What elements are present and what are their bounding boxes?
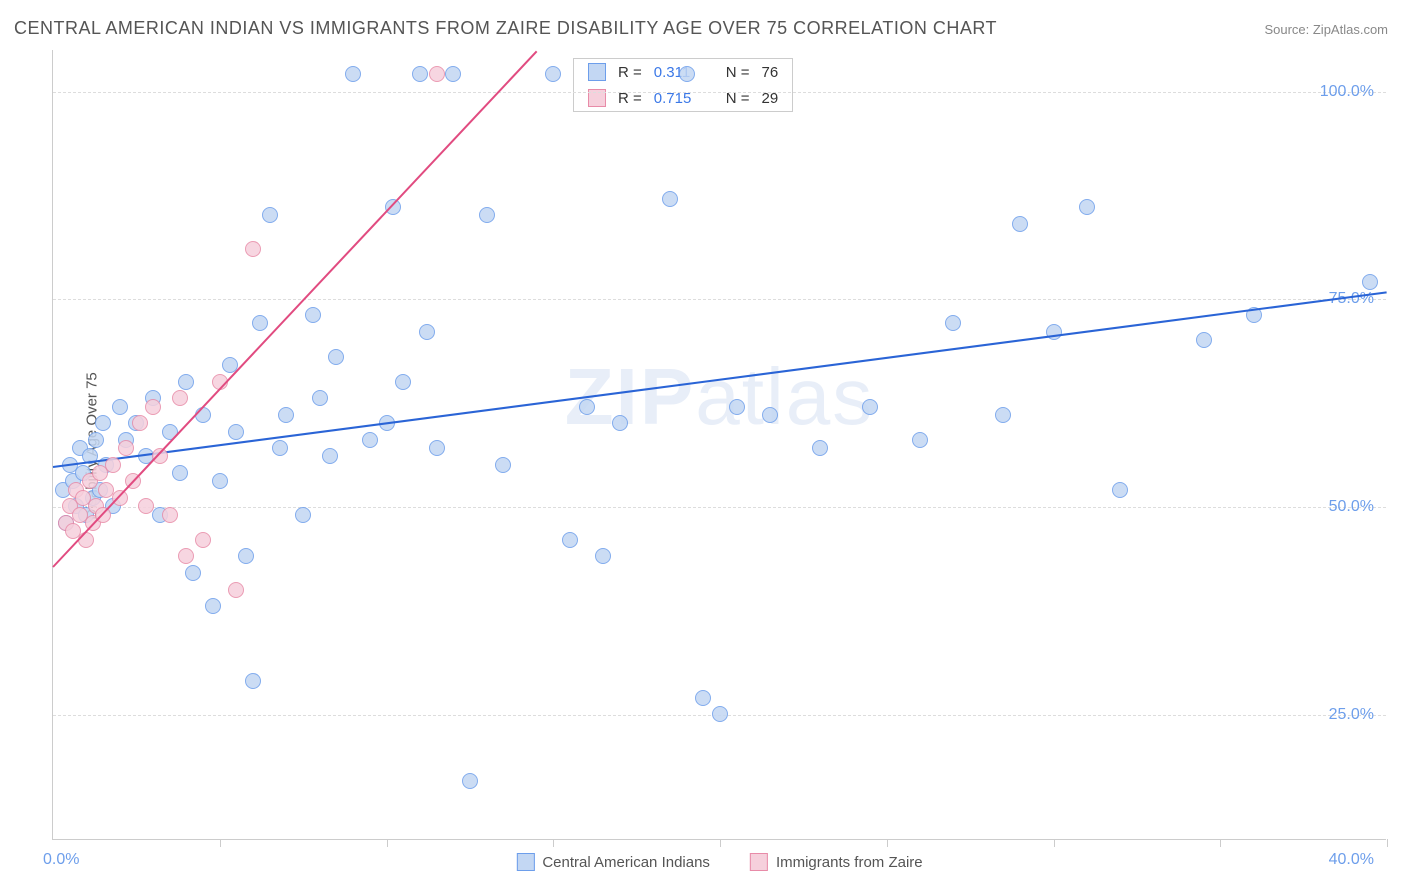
data-point <box>1079 199 1095 215</box>
data-point <box>178 548 194 564</box>
legend-swatch <box>750 853 768 871</box>
data-point <box>262 207 278 223</box>
data-point <box>712 706 728 722</box>
x-tick <box>1220 839 1221 847</box>
data-point <box>305 307 321 323</box>
data-point <box>228 424 244 440</box>
gridline <box>53 92 1386 93</box>
data-point <box>1362 274 1378 290</box>
gridline <box>53 507 1386 508</box>
data-point <box>245 241 261 257</box>
data-point <box>145 399 161 415</box>
legend-swatch <box>516 853 534 871</box>
data-point <box>995 407 1011 423</box>
x-tick <box>220 839 221 847</box>
data-point <box>205 598 221 614</box>
data-point <box>245 673 261 689</box>
x-tick <box>887 839 888 847</box>
data-point <box>185 565 201 581</box>
data-point <box>132 415 148 431</box>
data-point <box>612 415 628 431</box>
data-point <box>695 690 711 706</box>
legend-item: Immigrants from Zaire <box>750 853 923 871</box>
chart-title: CENTRAL AMERICAN INDIAN VS IMMIGRANTS FR… <box>14 18 997 39</box>
series-legend: Central American Indians Immigrants from … <box>516 853 922 871</box>
data-point <box>812 440 828 456</box>
data-point <box>545 66 561 82</box>
legend-label: Central American Indians <box>542 854 710 871</box>
legend-n-value: 76 <box>762 64 779 81</box>
x-tick <box>1387 839 1388 847</box>
data-point <box>362 432 378 448</box>
data-point <box>195 407 211 423</box>
data-point <box>419 324 435 340</box>
data-point <box>945 315 961 331</box>
data-point <box>328 349 344 365</box>
y-tick-label: 25.0% <box>1329 706 1374 724</box>
data-point <box>412 66 428 82</box>
data-point <box>178 374 194 390</box>
legend-item: Central American Indians <box>516 853 710 871</box>
data-point <box>429 440 445 456</box>
y-tick-label: 50.0% <box>1329 498 1374 516</box>
data-point <box>1196 332 1212 348</box>
data-point <box>162 507 178 523</box>
data-point <box>95 415 111 431</box>
data-point <box>322 448 338 464</box>
x-axis-max-label: 40.0% <box>1329 851 1374 869</box>
data-point <box>762 407 778 423</box>
data-point <box>105 457 121 473</box>
data-point <box>595 548 611 564</box>
data-point <box>172 465 188 481</box>
trend-line <box>52 50 537 567</box>
data-point <box>252 315 268 331</box>
data-point <box>862 399 878 415</box>
data-point <box>462 773 478 789</box>
legend-swatch <box>588 63 606 81</box>
x-axis-min-label: 0.0% <box>43 851 79 869</box>
data-point <box>118 440 134 456</box>
legend-label: Immigrants from Zaire <box>776 854 923 871</box>
legend-r-label: R = <box>618 64 642 81</box>
data-point <box>345 66 361 82</box>
x-tick <box>553 839 554 847</box>
data-point <box>445 66 461 82</box>
data-point <box>729 399 745 415</box>
data-point <box>479 207 495 223</box>
data-point <box>662 191 678 207</box>
data-point <box>228 582 244 598</box>
gridline <box>53 299 1386 300</box>
x-tick <box>387 839 388 847</box>
data-point <box>1112 482 1128 498</box>
data-point <box>88 432 104 448</box>
data-point <box>429 66 445 82</box>
data-point <box>579 399 595 415</box>
data-point <box>272 440 288 456</box>
data-point <box>312 390 328 406</box>
data-point <box>1012 216 1028 232</box>
data-point <box>172 390 188 406</box>
x-tick <box>720 839 721 847</box>
legend-row: R =0.715N =29 <box>574 85 792 111</box>
data-point <box>679 66 695 82</box>
data-point <box>195 532 211 548</box>
data-point <box>562 532 578 548</box>
scatter-plot-area: ZIPatlas R =0.311N =76R =0.715N =29 0.0%… <box>52 50 1386 840</box>
watermark-light: atlas <box>695 352 874 441</box>
x-tick <box>1054 839 1055 847</box>
data-point <box>912 432 928 448</box>
data-point <box>495 457 511 473</box>
source-attribution: Source: ZipAtlas.com <box>1264 22 1388 37</box>
data-point <box>278 407 294 423</box>
legend-n-label: N = <box>726 64 750 81</box>
data-point <box>212 473 228 489</box>
data-point <box>138 498 154 514</box>
data-point <box>395 374 411 390</box>
y-tick-label: 100.0% <box>1320 83 1374 101</box>
data-point <box>112 399 128 415</box>
data-point <box>238 548 254 564</box>
data-point <box>295 507 311 523</box>
